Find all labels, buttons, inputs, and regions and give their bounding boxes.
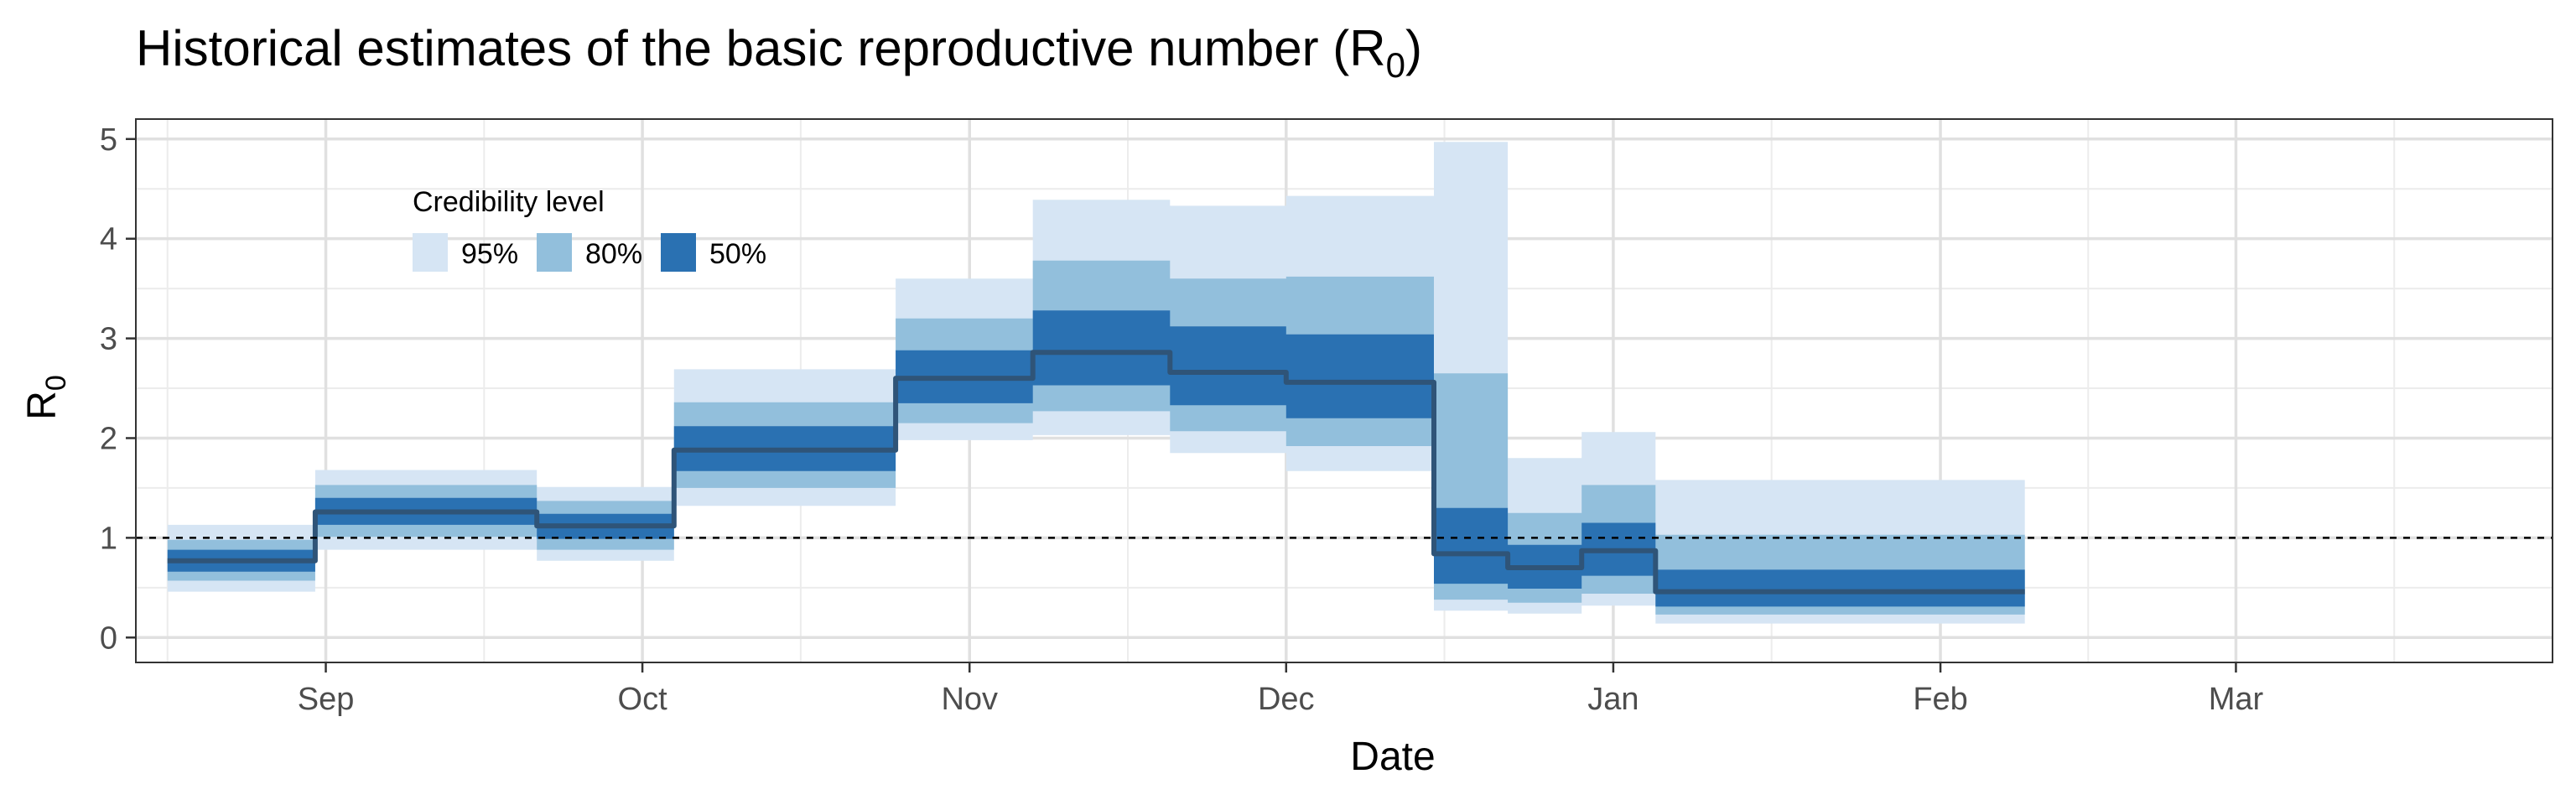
y-tick-label: 0 — [100, 621, 117, 656]
x-tick-label: Mar — [2209, 682, 2264, 717]
band-50 — [167, 310, 2025, 607]
chart-title-subscript: 0 — [1386, 45, 1405, 85]
x-tick-label: Oct — [618, 682, 668, 717]
x-tick-label: Jan — [1587, 682, 1639, 717]
legend-label: 95% — [461, 238, 518, 270]
plot-panel-border — [135, 118, 2553, 663]
legend-label: 80% — [585, 238, 642, 270]
legend-title: Credibility level — [413, 186, 605, 218]
x-tick-label: Sep — [298, 682, 355, 717]
legend-key — [537, 233, 572, 272]
chart-title-group: Historical estimates of the basic reprod… — [136, 20, 1422, 85]
x-axis: Sep Oct Nov Dec Jan Feb Mar — [298, 662, 2264, 717]
legend-key — [661, 233, 696, 272]
median-layer — [167, 350, 2025, 595]
chart-title-main: Historical estimates of the basic reprod… — [136, 20, 1386, 76]
legend-label: 50% — [709, 238, 766, 270]
y-tick-label: 3 — [100, 322, 117, 357]
band-50-layer — [167, 310, 2025, 607]
y-axis: 0 1 2 3 4 5 — [100, 122, 136, 656]
y-tick-label: 1 — [100, 521, 117, 556]
y-tick-label: 5 — [100, 122, 117, 158]
median-line — [167, 350, 2025, 595]
y-axis-title-main: R — [20, 391, 65, 420]
x-tick-label: Dec — [1258, 682, 1315, 717]
chart-title-suffix: ) — [1405, 20, 1422, 76]
x-tick-label: Feb — [1913, 682, 1967, 717]
chart-title: Historical estimates of the basic reprod… — [136, 20, 1422, 85]
legend: Credibility level 95% 80% 50% — [413, 186, 766, 272]
legend-items: 95% 80% 50% — [413, 233, 766, 272]
y-tick-label: 2 — [100, 421, 117, 456]
y-axis-title-subscript: 0 — [40, 375, 72, 391]
y-axis-title: R0 — [20, 375, 72, 420]
x-tick-label: Nov — [941, 682, 998, 717]
y-tick-label: 4 — [100, 222, 117, 257]
legend-key — [413, 233, 448, 272]
x-axis-title: Date — [1350, 735, 1435, 779]
